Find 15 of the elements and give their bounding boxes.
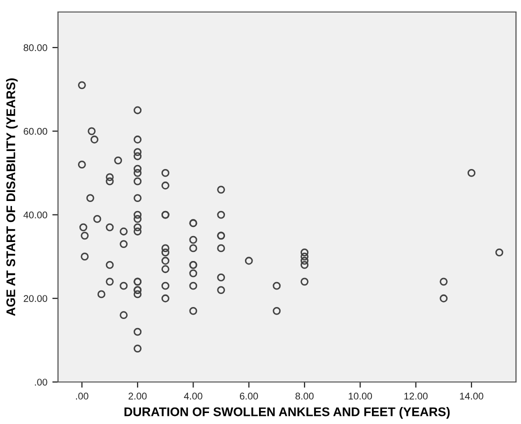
x-tick-label: .00 (76, 392, 88, 400)
x-tick-label: 2.00 (128, 392, 147, 400)
y-axis-title: AGE AT START OF DISABILITY (YEARS) (6, 78, 18, 316)
x-tick-label: 8.00 (295, 392, 314, 400)
x-tick-label: 12.00 (404, 392, 428, 400)
x-tick-label: 10.00 (348, 392, 372, 400)
x-axis-title: DURATION OF SWOLLEN ANKLES AND FEET (YEARS) (124, 407, 450, 419)
y-tick-label: .00 (34, 378, 48, 386)
x-tick-label: 14.00 (460, 392, 484, 400)
x-tick-label: 6.00 (240, 392, 258, 400)
y-tick-label: 40.00 (23, 212, 48, 218)
y-tick-label: 60.00 (24, 128, 48, 135)
x-tick-label: 4.00 (184, 392, 202, 400)
y-tick-label: 80.00 (24, 44, 48, 52)
y-tick-label: 20.00 (24, 295, 48, 302)
